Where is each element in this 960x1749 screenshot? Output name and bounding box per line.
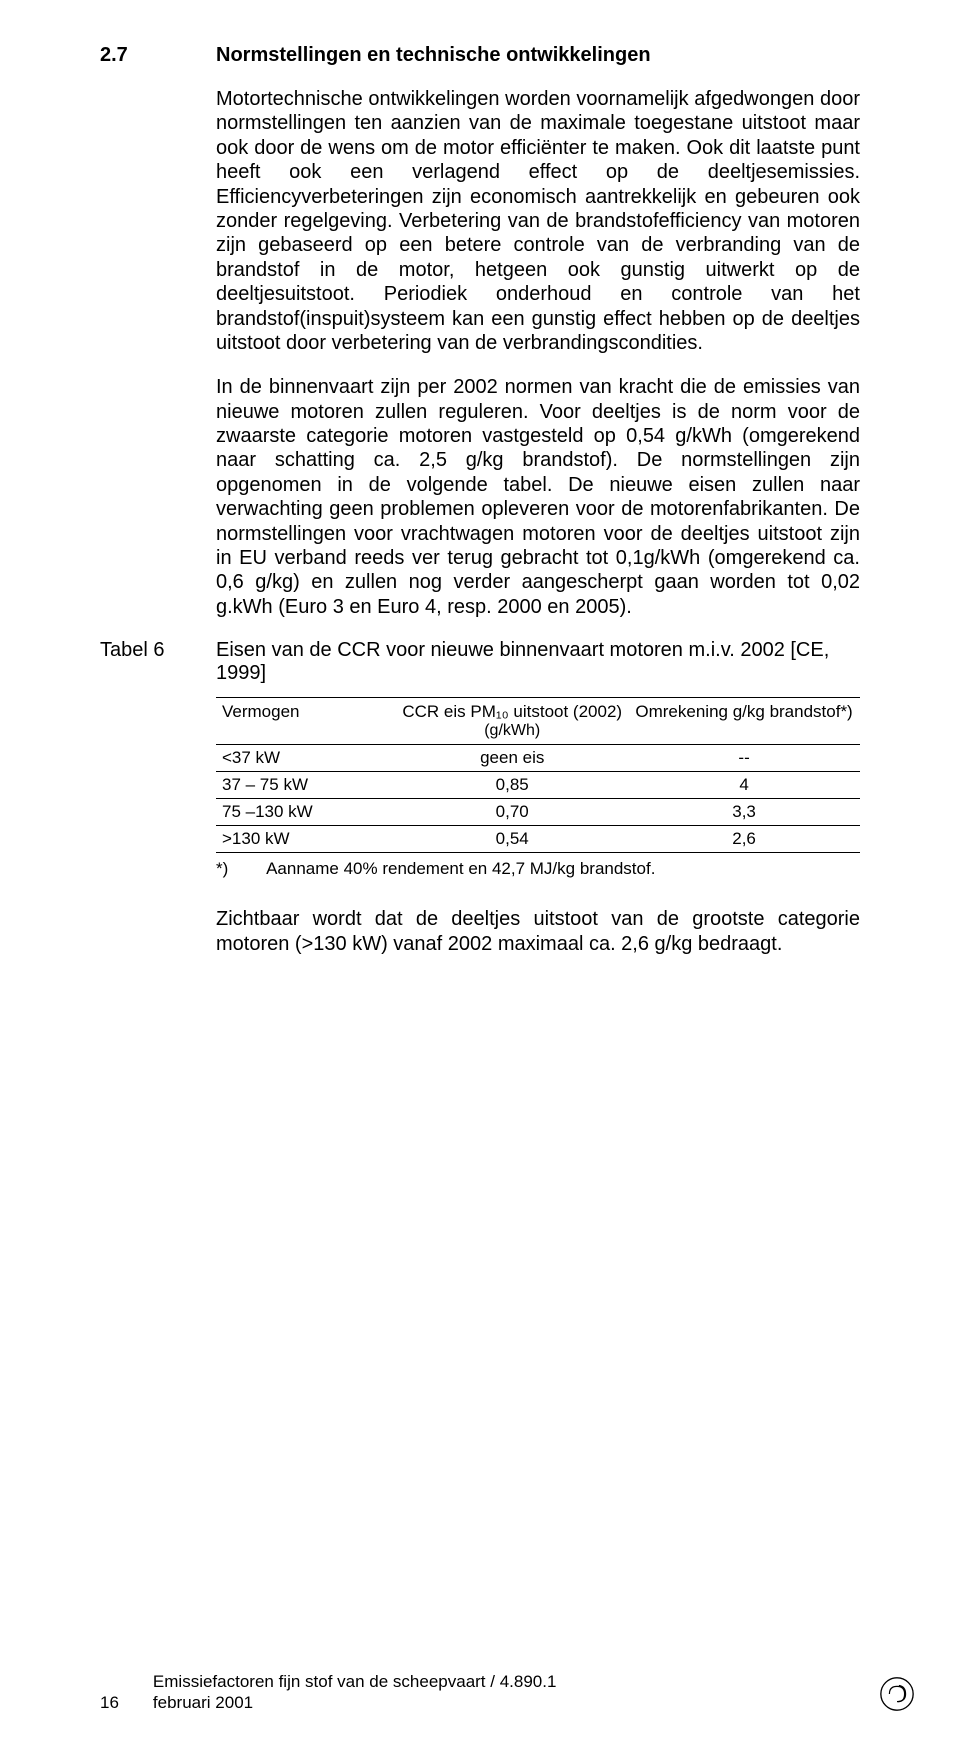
footer-page-number: 16 bbox=[100, 1693, 119, 1713]
table-header-omrekening: Omrekening g/kg brandstof*) bbox=[628, 698, 860, 745]
table-header-ccr-line1: CCR eis PM₁₀ uitstoot (2002) bbox=[402, 702, 622, 721]
table-cell-omrekening: -- bbox=[628, 745, 860, 772]
table-cell-ccr: 0,70 bbox=[396, 799, 628, 826]
section-heading-row: 2.7 Normstellingen en technische ontwikk… bbox=[100, 44, 860, 67]
table-footnote-marker: *) bbox=[216, 859, 228, 878]
table-row: 75 –130 kW 0,70 3,3 bbox=[216, 799, 860, 826]
table-caption: Eisen van de CCR voor nieuwe binnenvaart… bbox=[216, 639, 860, 685]
table-header-ccr-eis: CCR eis PM₁₀ uitstoot (2002) (g/kWh) bbox=[396, 698, 628, 745]
table-heading-row: Tabel 6 Eisen van de CCR voor nieuwe bin… bbox=[100, 639, 860, 685]
table-cell-omrekening: 3,3 bbox=[628, 799, 860, 826]
table-cell-vermogen: 37 – 75 kW bbox=[216, 772, 396, 799]
paragraph-3: Zichtbaar wordt dat de deeltjes uitstoot… bbox=[216, 907, 860, 956]
body-column: Motortechnische ontwikkelingen worden vo… bbox=[216, 87, 860, 619]
table-wrapper: Vermogen CCR eis PM₁₀ uitstoot (2002) (g… bbox=[216, 697, 860, 956]
footer-logo-icon bbox=[878, 1675, 916, 1713]
table-cell-omrekening: 2,6 bbox=[628, 826, 860, 853]
table-cell-omrekening: 4 bbox=[628, 772, 860, 799]
section-title: Normstellingen en technische ontwikkelin… bbox=[216, 44, 651, 67]
table-row: >130 kW 0,54 2,6 bbox=[216, 826, 860, 853]
ccr-requirements-table: Vermogen CCR eis PM₁₀ uitstoot (2002) (g… bbox=[216, 697, 860, 853]
section-number: 2.7 bbox=[100, 44, 216, 67]
table-cell-vermogen: <37 kW bbox=[216, 745, 396, 772]
table-cell-ccr: geen eis bbox=[396, 745, 628, 772]
table-header-row: Vermogen CCR eis PM₁₀ uitstoot (2002) (g… bbox=[216, 698, 860, 745]
paragraph-2: In de binnenvaart zijn per 2002 normen v… bbox=[216, 375, 860, 619]
footer-doc-title: Emissiefactoren fijn stof van de scheepv… bbox=[153, 1671, 557, 1692]
table-cell-vermogen: >130 kW bbox=[216, 826, 396, 853]
page-footer: 16 Emissiefactoren fijn stof van de sche… bbox=[100, 1671, 916, 1714]
footer-date: februari 2001 bbox=[153, 1692, 557, 1713]
table-label: Tabel 6 bbox=[100, 639, 216, 662]
table-row: 37 – 75 kW 0,85 4 bbox=[216, 772, 860, 799]
table-footnote: *) Aanname 40% rendement en 42,7 MJ/kg b… bbox=[216, 859, 860, 879]
footer-left: 16 Emissiefactoren fijn stof van de sche… bbox=[100, 1671, 556, 1714]
paragraph-1: Motortechnische ontwikkelingen worden vo… bbox=[216, 87, 860, 355]
table-cell-ccr: 0,85 bbox=[396, 772, 628, 799]
footer-text-block: Emissiefactoren fijn stof van de scheepv… bbox=[153, 1671, 557, 1714]
table-header-vermogen: Vermogen bbox=[216, 698, 396, 745]
table-row: <37 kW geen eis -- bbox=[216, 745, 860, 772]
table-cell-vermogen: 75 –130 kW bbox=[216, 799, 396, 826]
table-cell-ccr: 0,54 bbox=[396, 826, 628, 853]
table-header-ccr-line2: (g/kWh) bbox=[402, 722, 622, 740]
table-footnote-text: Aanname 40% rendement en 42,7 MJ/kg bran… bbox=[266, 859, 655, 878]
page: 2.7 Normstellingen en technische ontwikk… bbox=[0, 0, 960, 1749]
